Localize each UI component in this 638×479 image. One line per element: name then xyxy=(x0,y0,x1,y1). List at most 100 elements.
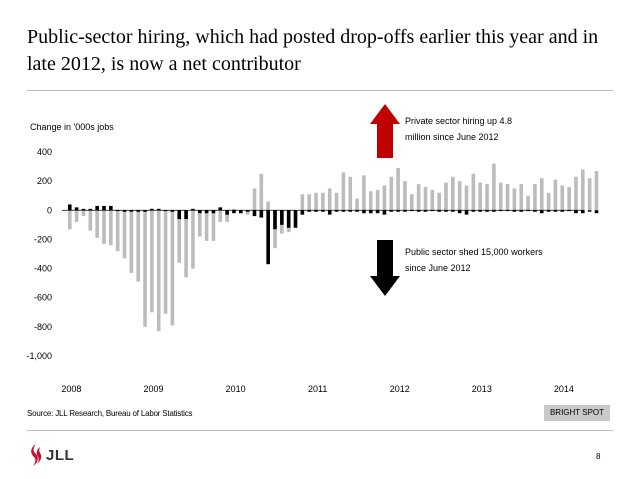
total-change-bar xyxy=(362,175,366,211)
public-sector-bar xyxy=(211,210,216,214)
public-sector-bar xyxy=(109,205,113,211)
up-arrow-icon xyxy=(370,104,400,158)
public-sector-bar xyxy=(300,210,305,215)
total-change-bar xyxy=(232,208,236,211)
total-change-bar xyxy=(430,189,435,211)
total-change-bar xyxy=(519,184,524,211)
public-sector-bar xyxy=(355,210,359,212)
source-note: Source: JLL Research, Bureau of Labor St… xyxy=(27,409,193,418)
total-change-bar xyxy=(539,178,544,211)
y-tick-label: -400 xyxy=(34,264,52,274)
public-sector-bar xyxy=(587,210,592,212)
public-sector-bar xyxy=(498,210,503,212)
private-sector-annotation: Private sector hiring up 4.8 million sin… xyxy=(405,116,515,142)
total-change-bar xyxy=(266,201,270,211)
public-sector-bar xyxy=(156,208,161,211)
public-sector-bar xyxy=(245,210,250,212)
public-sector-bar xyxy=(163,210,168,212)
total-change-bar xyxy=(204,210,209,241)
total-change-bar xyxy=(184,210,188,278)
total-change-bar xyxy=(560,185,565,211)
total-change-bar xyxy=(341,172,346,211)
total-change-bar xyxy=(567,186,571,211)
total-change-bar xyxy=(444,182,448,211)
public-sector-bar xyxy=(546,210,551,212)
public-sector-bar xyxy=(266,210,270,265)
total-change-bar xyxy=(512,188,517,211)
public-sector-bar xyxy=(560,210,565,212)
public-sector-bar xyxy=(286,210,291,228)
public-sector-bar xyxy=(191,208,195,211)
public-sector-bar xyxy=(136,210,140,212)
y-tick-label: -600 xyxy=(34,293,52,303)
total-change-bar xyxy=(574,176,578,211)
total-change-bar xyxy=(156,210,161,332)
total-change-bar xyxy=(300,194,305,211)
total-change-bar xyxy=(382,185,387,211)
public-sector-bar xyxy=(143,210,147,212)
public-sector-bar xyxy=(430,210,435,212)
public-sector-bar xyxy=(389,210,394,212)
public-sector-bar xyxy=(444,210,448,212)
x-tick-label: 2013 xyxy=(472,384,492,394)
public-sector-bar xyxy=(464,210,469,215)
public-sector-bar xyxy=(150,208,154,211)
x-tick-label: 2010 xyxy=(226,384,246,394)
jobs-bar-chart: Change in '000s jobs 400 200 0 -200 -400 -600… xyxy=(26,104,599,394)
public-sector-bar xyxy=(327,210,332,215)
total-change-bar xyxy=(81,210,86,217)
total-change-bar xyxy=(327,188,332,211)
total-change-bar xyxy=(437,192,441,211)
total-change-bar xyxy=(546,192,551,211)
public-sector-bar xyxy=(218,207,223,211)
total-change-bar xyxy=(245,210,250,215)
public-sector-bar xyxy=(348,210,353,212)
y-tick-label: 200 xyxy=(37,176,52,186)
public-sector-bar xyxy=(581,210,585,214)
total-change-bar xyxy=(225,210,229,222)
public-sector-bar xyxy=(293,210,298,228)
public-sector-bar xyxy=(553,210,558,212)
public-sector-bar xyxy=(478,210,482,212)
total-change-bar xyxy=(396,168,400,211)
public-sector-bar xyxy=(259,210,264,218)
jll-logo-icon xyxy=(31,444,42,466)
x-tick-label: 2011 xyxy=(308,384,327,394)
public-sector-bar xyxy=(539,210,544,214)
total-change-bar xyxy=(368,191,373,211)
total-change-bar xyxy=(307,194,311,211)
total-change-bar xyxy=(594,170,599,211)
total-change-bar xyxy=(191,210,195,269)
public-sector-bar xyxy=(88,208,93,211)
public-sector-bar xyxy=(505,210,510,212)
total-change-bar xyxy=(218,210,223,222)
public-sector-bar xyxy=(68,204,72,211)
total-change-bar xyxy=(553,179,558,211)
total-change-bar xyxy=(68,210,72,230)
public-sector-bar xyxy=(95,205,99,211)
public-sector-bar xyxy=(368,210,373,214)
total-change-bar xyxy=(115,210,120,252)
total-change-bar xyxy=(252,188,257,211)
total-change-bar xyxy=(88,210,93,231)
public-sector-bar xyxy=(341,210,346,212)
x-tick-label: 2012 xyxy=(390,384,410,394)
total-change-bar xyxy=(464,185,469,211)
bright-spot-badge: BRIGHT SPOT xyxy=(544,405,610,421)
public-sector-bar xyxy=(362,210,366,214)
public-sector-bar xyxy=(225,210,229,215)
public-sector-bar xyxy=(574,210,578,214)
public-sector-bar xyxy=(533,210,537,212)
total-change-bar xyxy=(95,210,99,238)
public-sector-bar xyxy=(74,207,79,211)
total-change-bar xyxy=(143,210,147,327)
public-sector-bar xyxy=(314,210,318,212)
total-change-bar xyxy=(410,194,414,211)
public-sector-bar xyxy=(396,210,400,212)
y-tick-label: 400 xyxy=(37,147,52,157)
total-change-bar xyxy=(177,210,182,263)
public-sector-bar xyxy=(197,210,202,214)
public-sector-bar xyxy=(280,210,284,225)
total-change-bar xyxy=(136,210,140,282)
public-sector-bar xyxy=(492,210,496,212)
